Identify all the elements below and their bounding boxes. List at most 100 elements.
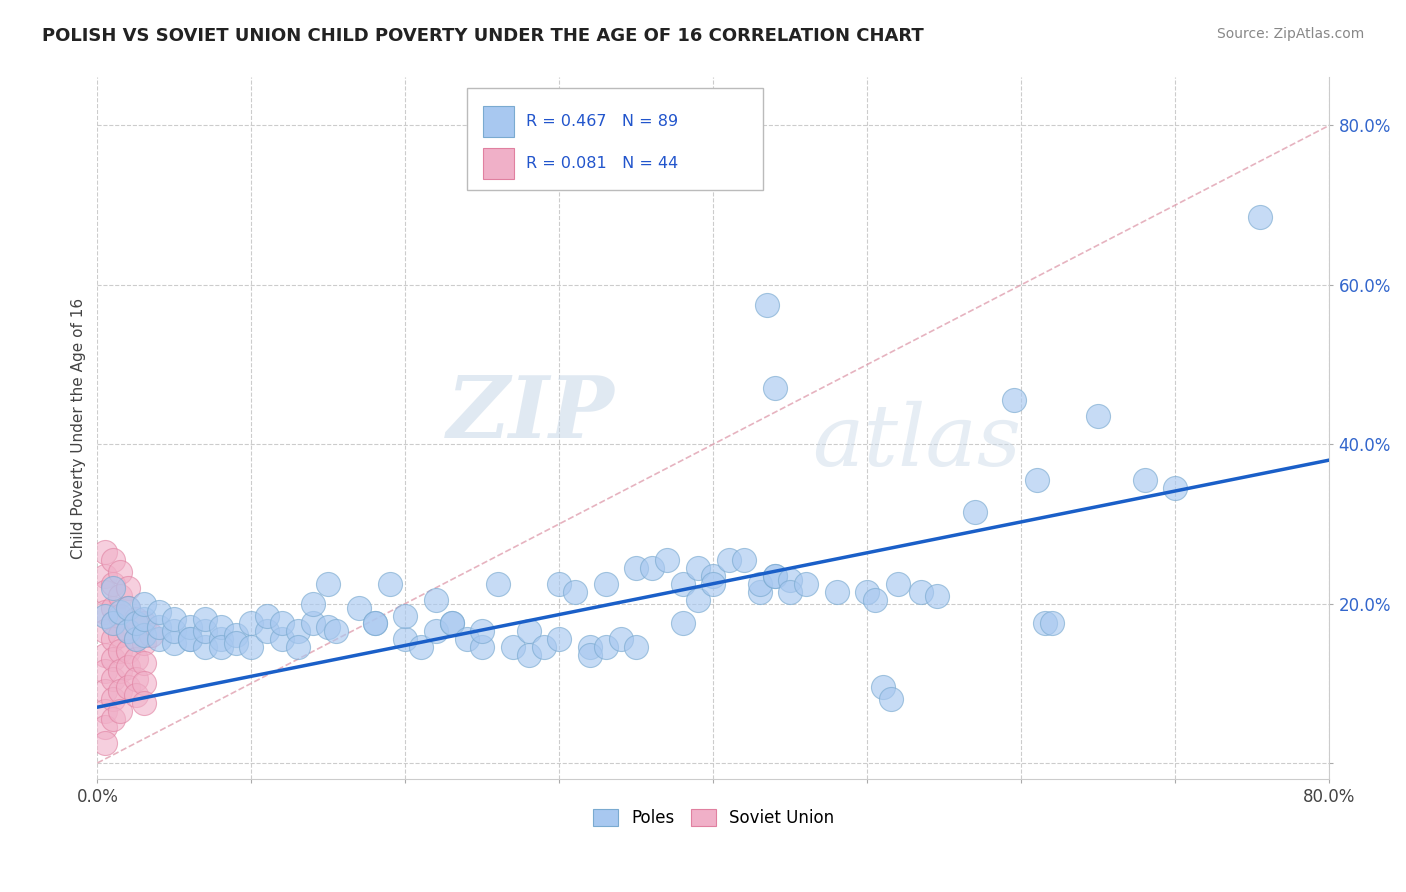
Point xyxy=(287,640,309,655)
Text: ZIP: ZIP xyxy=(447,372,614,456)
Point xyxy=(486,576,509,591)
Point xyxy=(517,648,540,663)
Point xyxy=(748,576,770,591)
FancyBboxPatch shape xyxy=(467,88,762,190)
Point xyxy=(110,605,132,619)
Point xyxy=(409,640,432,655)
Point xyxy=(209,640,232,655)
Point xyxy=(626,640,648,655)
Point xyxy=(1249,210,1271,224)
Point xyxy=(179,632,201,647)
Point xyxy=(533,640,555,655)
Point xyxy=(94,684,117,698)
Point xyxy=(117,600,139,615)
Point xyxy=(117,581,139,595)
Point xyxy=(94,720,117,734)
Point xyxy=(347,600,370,615)
Point xyxy=(240,640,263,655)
Point xyxy=(502,640,524,655)
Bar xyxy=(484,148,513,178)
Point xyxy=(394,608,416,623)
Point xyxy=(779,573,801,587)
Point xyxy=(1033,616,1056,631)
Point xyxy=(101,552,124,566)
Point xyxy=(125,688,148,702)
Point xyxy=(101,652,124,666)
Y-axis label: Child Poverty Under the Age of 16: Child Poverty Under the Age of 16 xyxy=(72,298,86,558)
Point xyxy=(256,624,278,639)
Point xyxy=(94,584,117,599)
Point xyxy=(548,632,571,647)
Point xyxy=(110,589,132,603)
Point xyxy=(794,576,817,591)
Point xyxy=(225,636,247,650)
Point xyxy=(579,640,602,655)
Point xyxy=(209,620,232,634)
Point xyxy=(1133,473,1156,487)
Point xyxy=(132,636,155,650)
Point xyxy=(440,616,463,631)
Point xyxy=(125,612,148,626)
Point xyxy=(271,616,294,631)
Point xyxy=(363,616,385,631)
Point xyxy=(125,652,148,666)
Point xyxy=(141,628,163,642)
Point xyxy=(117,600,139,615)
Text: R = 0.081   N = 44: R = 0.081 N = 44 xyxy=(526,156,678,170)
Point xyxy=(163,612,186,626)
Point xyxy=(209,632,232,647)
Text: Source: ZipAtlas.com: Source: ZipAtlas.com xyxy=(1216,27,1364,41)
Point xyxy=(456,632,478,647)
Point xyxy=(117,680,139,694)
Point xyxy=(117,624,139,639)
Point xyxy=(471,640,494,655)
Point xyxy=(748,584,770,599)
Point xyxy=(763,381,786,395)
Point xyxy=(132,628,155,642)
Point xyxy=(910,584,932,599)
Point xyxy=(671,616,693,631)
Point xyxy=(686,592,709,607)
Point xyxy=(564,584,586,599)
Point xyxy=(148,632,170,647)
Point xyxy=(148,620,170,634)
Point xyxy=(256,608,278,623)
Point xyxy=(101,616,124,631)
Point xyxy=(101,673,124,687)
Point xyxy=(110,628,132,642)
Point xyxy=(94,545,117,559)
Point xyxy=(378,576,401,591)
Point xyxy=(756,298,779,312)
Point xyxy=(863,592,886,607)
Point xyxy=(117,644,139,658)
Point xyxy=(1002,393,1025,408)
Point xyxy=(110,665,132,679)
Point xyxy=(132,612,155,626)
Point xyxy=(125,632,148,647)
Point xyxy=(579,648,602,663)
Point xyxy=(94,704,117,718)
Point xyxy=(394,632,416,647)
Point xyxy=(702,576,724,591)
Point xyxy=(94,568,117,582)
Point xyxy=(686,560,709,574)
Point xyxy=(302,597,325,611)
Point xyxy=(132,657,155,671)
Point xyxy=(965,505,987,519)
Point xyxy=(856,584,879,599)
Point xyxy=(825,584,848,599)
Point xyxy=(110,644,132,658)
Point xyxy=(179,632,201,647)
Point xyxy=(101,616,124,631)
Point xyxy=(194,612,217,626)
Point xyxy=(626,560,648,574)
Point xyxy=(702,568,724,582)
Point xyxy=(132,676,155,690)
Point xyxy=(94,665,117,679)
Point xyxy=(302,616,325,631)
Point xyxy=(657,552,679,566)
Point xyxy=(363,616,385,631)
Point xyxy=(117,624,139,639)
Point xyxy=(1087,409,1109,424)
Legend: Poles, Soviet Union: Poles, Soviet Union xyxy=(586,802,841,834)
